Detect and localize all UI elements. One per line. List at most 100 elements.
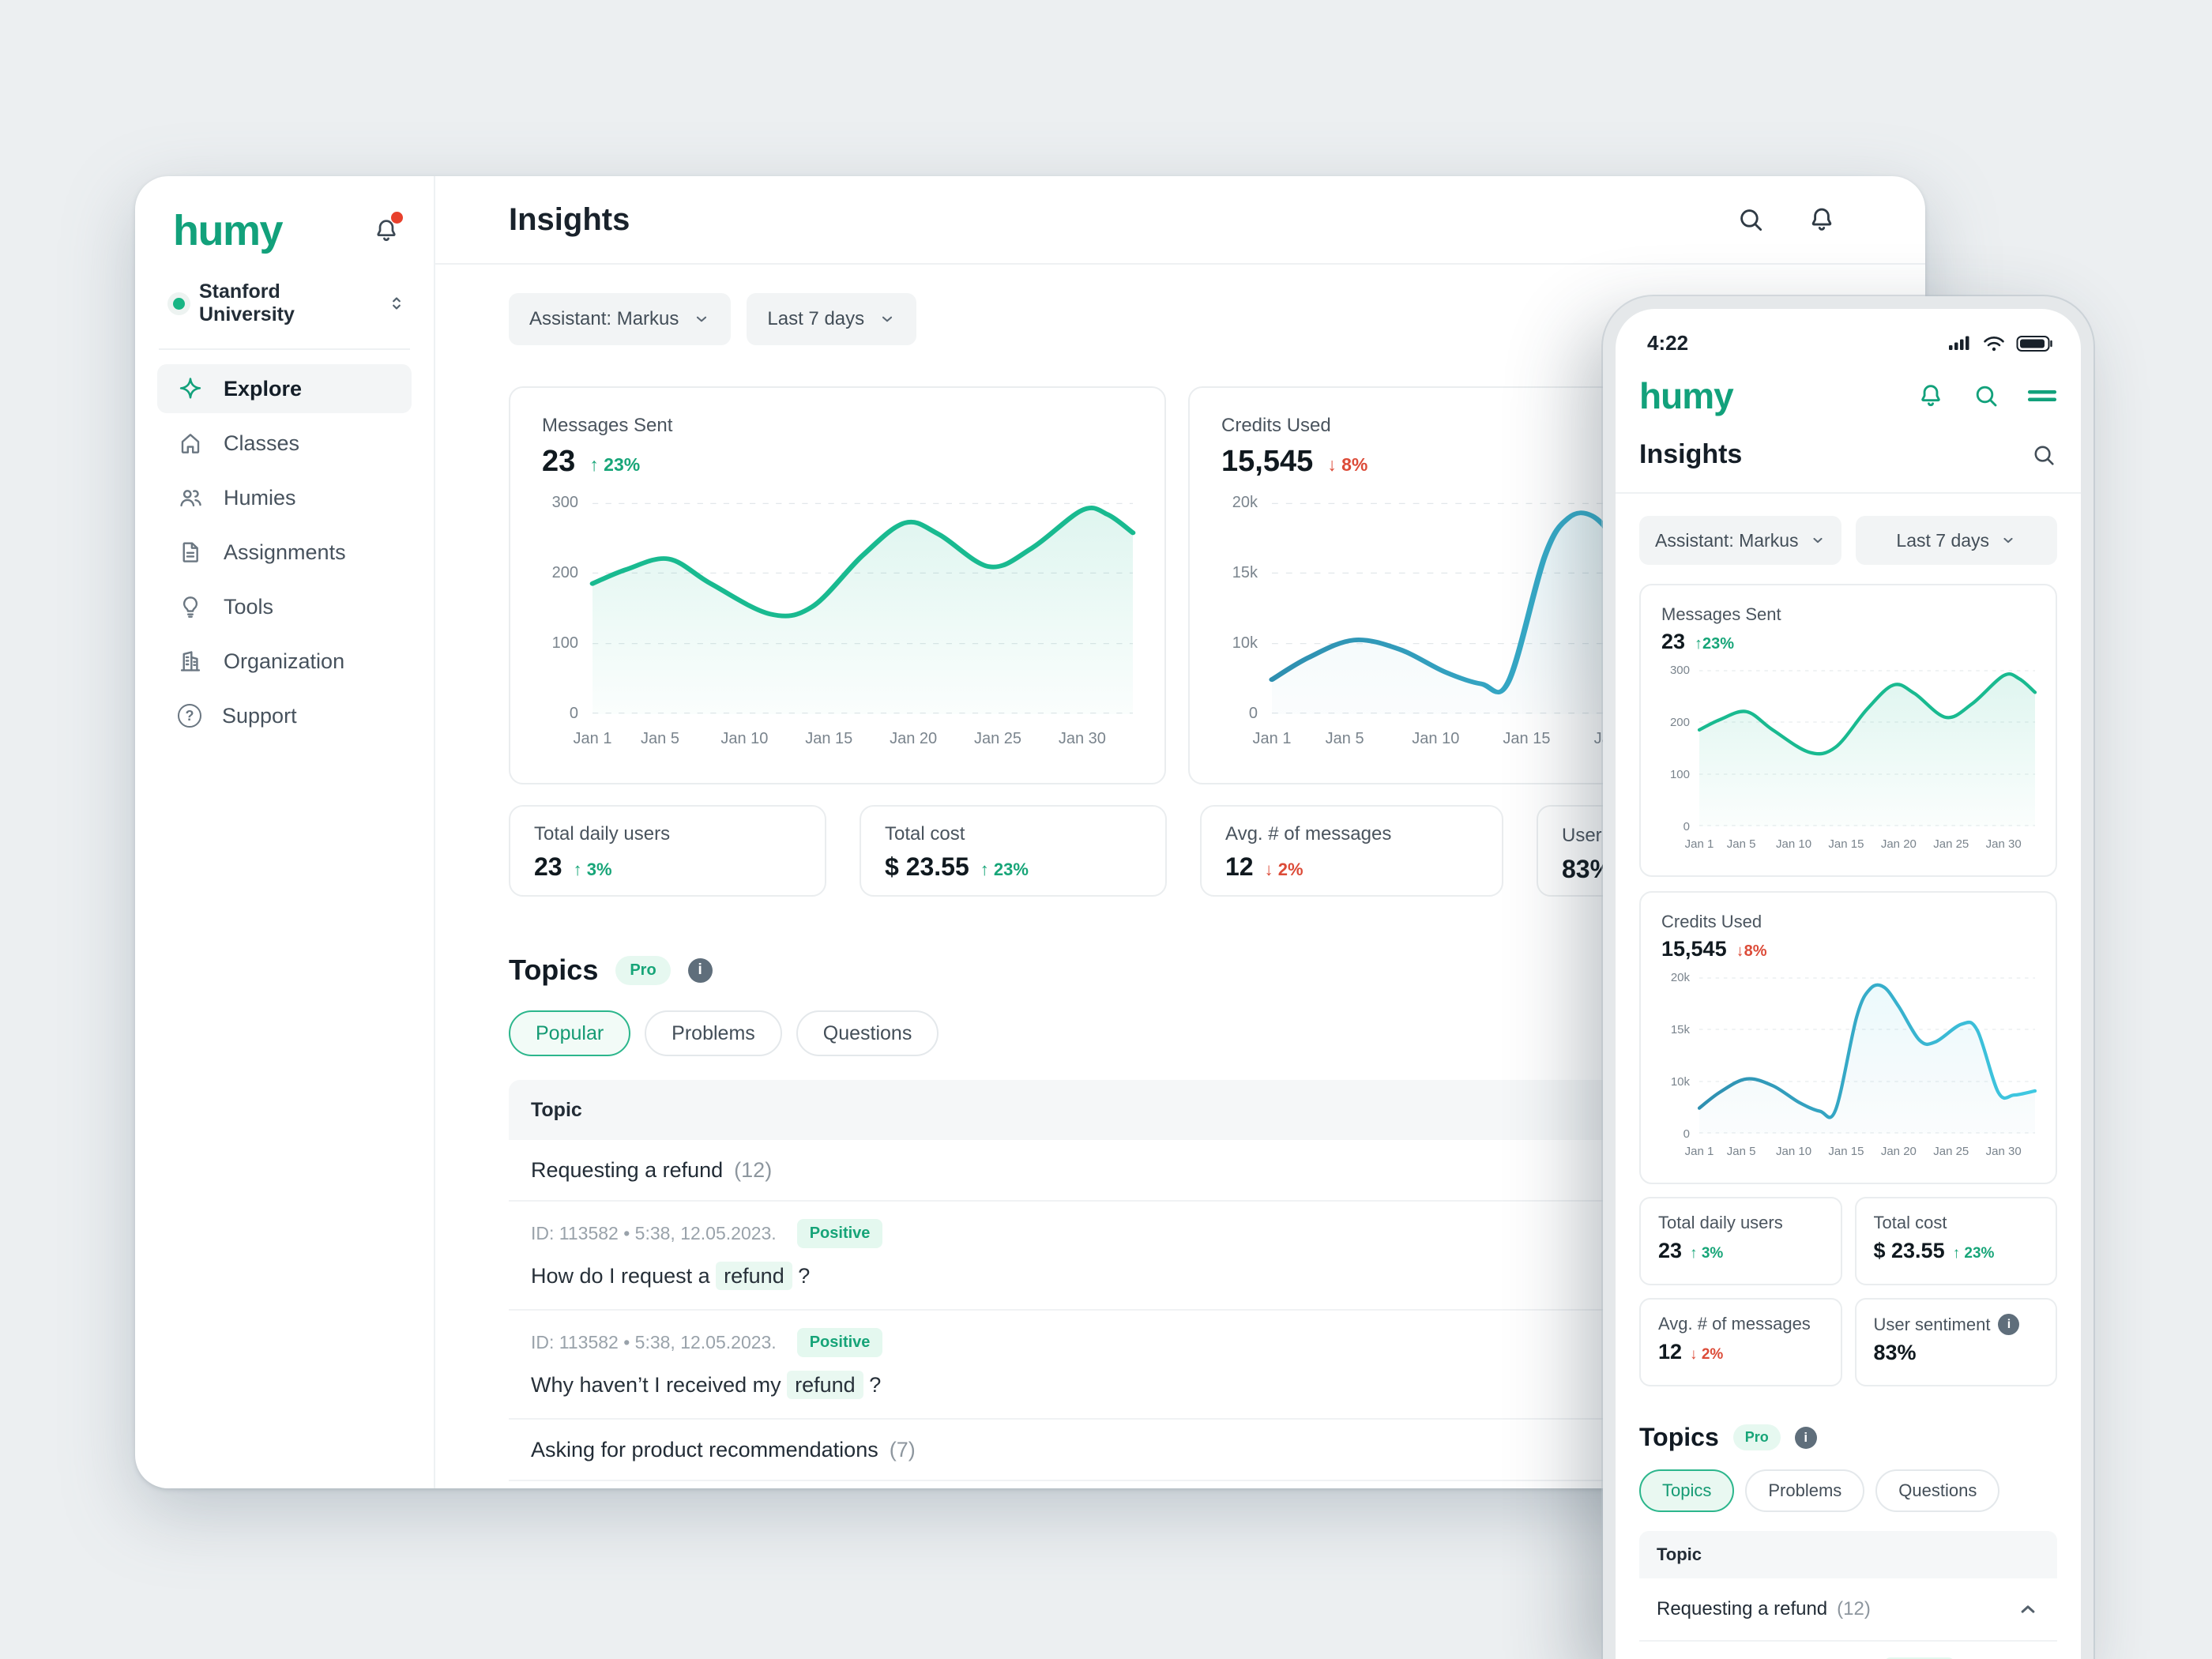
x-axis-tick-label: Jan 30 xyxy=(1058,730,1106,747)
document-icon xyxy=(182,542,198,562)
assistant-filter-dropdown[interactable]: Assistant: Markus xyxy=(509,293,732,345)
sidebar-item-humies[interactable]: Humies xyxy=(157,473,412,522)
stat-label: Avg. # of messages xyxy=(1658,1314,1811,1334)
x-axis-tick-label: Jan 15 xyxy=(805,730,853,747)
tab-problems[interactable]: Problems xyxy=(645,1010,782,1056)
assistant-filter-dropdown[interactable]: Assistant: Markus xyxy=(1639,516,1841,565)
search-icon[interactable] xyxy=(1736,205,1766,235)
chart-svg xyxy=(589,502,1136,714)
sidebar-item-explore[interactable]: Explore xyxy=(157,364,412,413)
info-icon[interactable]: i xyxy=(687,957,713,983)
sidebar-top: humy xyxy=(157,209,412,252)
wifi-icon xyxy=(1984,336,2004,351)
topics-header: Topics Pro i xyxy=(1639,1423,2057,1452)
message-question: How do I request a refund ? xyxy=(531,1262,1865,1290)
plot-area xyxy=(1697,977,2037,1134)
card-title: Credits Used xyxy=(1221,415,1331,436)
headline-delta: ↓ 8% xyxy=(1327,454,1368,475)
phone-screen: 4:22 humy Insights xyxy=(1616,309,2081,1659)
table-row-topic[interactable]: Requesting a refund (12) xyxy=(509,1140,1887,1202)
home-icon xyxy=(181,434,200,453)
stat-total-daily-users: Total daily users 23 ↑ 3% xyxy=(509,805,826,897)
x-axis-tick-label: Jan 10 xyxy=(720,730,769,747)
question-circle-icon: ? xyxy=(178,704,201,728)
arrow-down-icon: ↓ xyxy=(1690,1346,1698,1363)
search-icon[interactable] xyxy=(2030,442,2057,468)
sidebar-item-assignments[interactable]: Assignments xyxy=(157,528,412,577)
x-axis-tick-label: Jan 10 xyxy=(1776,1145,1812,1158)
arrow-up-icon: ↑ xyxy=(1695,635,1703,653)
arrow-up-icon: ↑ xyxy=(589,454,599,475)
stat-value: 23 ↑ 3% xyxy=(534,852,612,881)
y-axis: 300 200 100 0 xyxy=(1669,663,1690,833)
tab-popular[interactable]: Popular xyxy=(509,1010,631,1056)
stat-avg-messages: Avg. # of messages 12 ↓ 2% xyxy=(1639,1298,1842,1386)
table-row-message[interactable]: ID: 113582 • 5:38, 12.05.2023. Positive … xyxy=(509,1311,1887,1420)
date-range-dropdown[interactable]: Last 7 days xyxy=(1855,516,2057,565)
plot-area xyxy=(1697,670,2037,826)
headline-delta: ↑23% xyxy=(1695,635,1735,653)
notifications-bell-button[interactable] xyxy=(372,212,403,245)
x-axis-tick-label: Jan 15 xyxy=(1828,1145,1864,1158)
x-axis-tick-label: Jan 5 xyxy=(1726,1145,1756,1158)
tab-topics[interactable]: Topics xyxy=(1639,1469,1735,1512)
phone-filter-bar: Assistant: Markus Last 7 days xyxy=(1639,516,2057,565)
stat-label: Total cost xyxy=(885,823,965,845)
topics-tabs: Topics Problems Questions xyxy=(1639,1469,2057,1512)
date-range-label: Last 7 days xyxy=(1896,529,1990,551)
x-axis-tick-label: Jan 5 xyxy=(1726,837,1756,851)
info-icon[interactable]: i xyxy=(1794,1426,1817,1449)
phone-device: 4:22 humy Insights xyxy=(1603,296,2094,1659)
chevron-down-icon xyxy=(882,316,893,322)
stat-label: Total daily users xyxy=(1658,1213,1783,1232)
x-axis: Jan 1 Jan 5 Jan 10 Jan 15 Jan 20 Jan 25 Jan 30 xyxy=(1685,834,2035,856)
organization-selector[interactable]: Stanford University xyxy=(173,280,407,326)
table-row-message-partial[interactable]: ID: 113582 • 5:38, 12.05.2023. Positive xyxy=(1639,1642,2057,1659)
table-row-topic[interactable]: Asking for product recommendations (7) xyxy=(509,1420,1887,1481)
info-icon[interactable]: i xyxy=(1998,1314,2020,1335)
topics-tabs: Popular Problems Questions xyxy=(509,1010,1887,1056)
sidebar-item-support[interactable]: ? Support xyxy=(157,691,412,740)
page-title: Insights xyxy=(509,201,630,237)
bell-icon[interactable] xyxy=(1807,205,1837,235)
search-icon[interactable] xyxy=(1972,382,2000,410)
messages-sent-chart: 300 200 100 0 Jan 1 Jan 5 Jan 10 Jan 15 Jan 20 J… xyxy=(542,494,1136,758)
filter-bar: Assistant: Markus Last 7 days xyxy=(509,293,1887,345)
date-range-dropdown[interactable]: Last 7 days xyxy=(747,293,917,345)
chevron-down-icon xyxy=(1812,537,1823,544)
bell-icon[interactable] xyxy=(1917,382,1945,410)
card-title: Credits Used xyxy=(1661,912,1762,931)
x-axis-tick-label: Jan 1 xyxy=(573,730,612,747)
table-row-topic[interactable]: Requesting a refund (12) xyxy=(1639,1578,2057,1642)
plot-area xyxy=(589,502,1136,714)
menu-icon[interactable] xyxy=(2027,382,2057,409)
phone-header-icons xyxy=(1917,382,2057,410)
stat-total-cost: Total cost $ 23.55 ↑ 23% xyxy=(860,805,1167,897)
message-meta: ID: 113582 • 5:38, 12.05.2023. Positive xyxy=(531,1219,1865,1248)
stat-label: Total cost xyxy=(1873,1213,1947,1232)
card-headline: 23 ↑ 23% xyxy=(542,445,1133,479)
chart-svg xyxy=(1697,670,2037,826)
battery-icon xyxy=(2016,335,2052,352)
stat-label: User sentiment i xyxy=(1874,1314,2039,1335)
sidebar-item-label: Humies xyxy=(224,485,296,510)
assistant-filter-label: Assistant: Markus xyxy=(1655,529,1799,551)
notification-dot xyxy=(391,212,403,224)
tab-problems[interactable]: Problems xyxy=(1745,1469,1865,1512)
sidebar-item-classes[interactable]: Classes xyxy=(157,419,412,468)
headline-delta: ↓8% xyxy=(1736,942,1767,960)
table-row-message[interactable]: ID: 113582 • 5:38, 12.05.2023. Positive … xyxy=(509,1202,1887,1311)
sidebar-item-organization[interactable]: Organization xyxy=(157,637,412,686)
sidebar-item-tools[interactable]: Tools xyxy=(157,582,412,631)
tab-questions[interactable]: Questions xyxy=(796,1010,939,1056)
chevron-up-icon[interactable] xyxy=(2016,1597,2040,1621)
tab-questions[interactable]: Questions xyxy=(1875,1469,2000,1512)
x-axis-tick-label: Jan 10 xyxy=(1776,837,1812,851)
x-axis-tick-label: Jan 15 xyxy=(1503,730,1551,747)
sidebar-item-label: Support xyxy=(222,703,297,728)
sidebar-divider xyxy=(159,348,410,350)
header-icons xyxy=(1736,205,1837,235)
y-axis: 20k 15k 10k 0 xyxy=(1232,493,1258,723)
page-header: Insights xyxy=(435,176,1925,265)
